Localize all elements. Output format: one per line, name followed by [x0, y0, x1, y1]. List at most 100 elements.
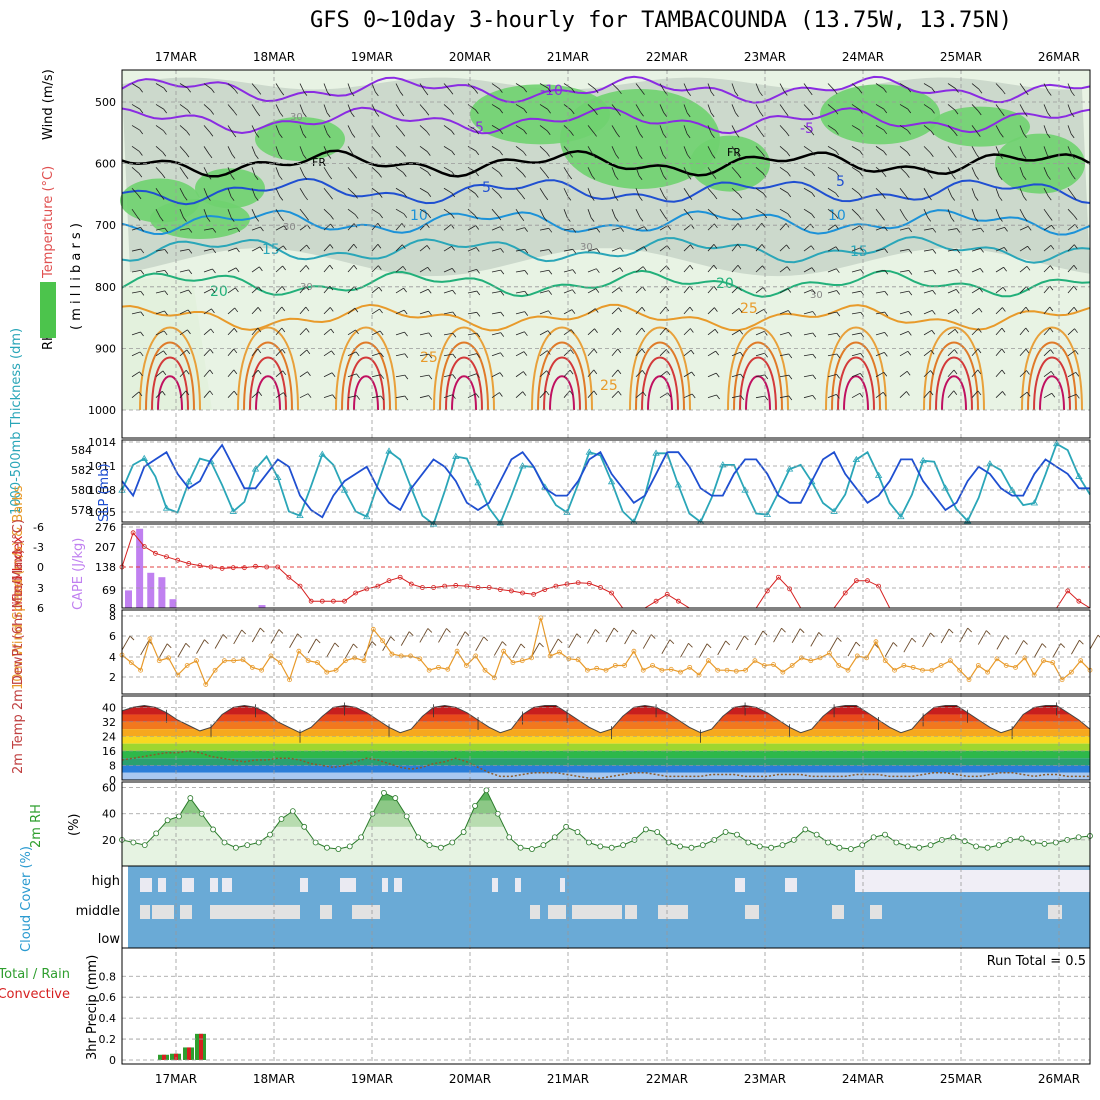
wind-barb — [683, 125, 688, 134]
wind-barb-flag — [522, 173, 526, 178]
wind-barb-flag — [687, 154, 691, 159]
wind-barb — [851, 373, 861, 378]
wind-barb — [587, 83, 596, 90]
wind-barb — [707, 264, 715, 273]
wind-barb-flag — [326, 133, 331, 139]
wind-barb-flag — [139, 371, 143, 377]
wind-barb — [203, 146, 210, 155]
wind-barb — [923, 290, 933, 294]
wind-barb — [755, 166, 764, 174]
lifted-index-point — [342, 598, 347, 604]
wind-barb — [131, 104, 140, 110]
wind-barb — [707, 285, 715, 294]
wind-barb-flag — [953, 131, 958, 137]
wind-barb-flag — [570, 109, 575, 115]
wind-barb — [923, 349, 932, 357]
wind-barb-flag — [858, 193, 863, 198]
wind-barb — [731, 167, 739, 175]
rh-point — [358, 834, 365, 841]
wind-barb-flag — [662, 133, 667, 139]
cloud-high-block — [560, 878, 565, 892]
wind-barb-flag — [353, 243, 358, 249]
wind-barb — [755, 125, 762, 134]
surface-wind-barb-flag — [315, 638, 321, 644]
wind-barb — [371, 330, 381, 336]
wind-barb — [683, 285, 691, 294]
wind-barb — [755, 146, 763, 154]
wind-barb-flag — [283, 245, 287, 251]
wind-barb-flag — [689, 265, 694, 270]
wind-barb-flag — [714, 223, 718, 229]
wind-speed-point — [482, 667, 488, 673]
wind-barb-flag — [739, 214, 743, 219]
wind-barb — [491, 208, 499, 217]
lifted-index-point — [453, 583, 459, 588]
wind-barb-flag — [254, 196, 259, 201]
wind-barb — [875, 187, 883, 195]
wind-barb — [443, 353, 453, 357]
wind-barb — [347, 286, 355, 294]
wind-barb-flag — [354, 194, 358, 199]
rh-point — [1041, 840, 1048, 847]
thickness-point — [785, 465, 794, 472]
wind-barb-flag — [666, 245, 671, 250]
wind-barb-flag — [689, 306, 694, 312]
wind-barb — [995, 307, 1003, 315]
wind-barb — [419, 395, 429, 399]
rh-point — [312, 839, 319, 846]
surface-temp-loop — [255, 375, 281, 411]
cloud-ylabel-group: Cloud Cover (%) — [19, 846, 34, 952]
temp-axis-label: 2m Temp 2m DewPt (6hr Min/Max) (°C) — [11, 519, 26, 774]
wind-barb — [731, 146, 738, 155]
wind-barb — [1043, 83, 1049, 92]
surface-temp-loop — [451, 375, 477, 411]
wind-barb-flag — [953, 153, 957, 158]
surface-wind-barb-flag — [166, 643, 172, 649]
temp-band — [122, 721, 1090, 730]
wind-barb-flag — [596, 248, 600, 253]
wind-barb-flag — [590, 196, 595, 201]
wind-barb — [323, 328, 332, 336]
wind-barb-flag — [1046, 154, 1051, 160]
wind-barb — [275, 327, 283, 336]
wind-barb-flag — [330, 328, 335, 334]
wind-barb — [275, 225, 285, 231]
wind-barb-flag — [1002, 391, 1006, 396]
wind-speed-point — [529, 655, 534, 661]
wind-barb — [131, 371, 140, 378]
precip-tick: 0 — [109, 1054, 116, 1067]
rh-tick: 40 — [102, 808, 116, 821]
wind-barb-flag — [451, 192, 456, 198]
wind-barb — [491, 83, 500, 89]
wind-barb — [995, 327, 1003, 336]
wind-barb — [1043, 285, 1051, 294]
wind-barb — [1067, 104, 1072, 114]
wind-barb — [251, 104, 258, 113]
wind-barb — [899, 370, 908, 378]
wind-barb-flag — [906, 371, 911, 376]
wind-speed-point — [966, 677, 972, 683]
wind-barb — [203, 125, 211, 133]
wind-barb-flag — [403, 192, 407, 198]
wind-barb — [875, 291, 885, 294]
wind-barb — [563, 146, 570, 154]
wind-barb — [947, 228, 957, 231]
wind-barb — [1067, 393, 1077, 399]
wind-barb-flag — [931, 330, 936, 335]
wind-barb — [251, 83, 259, 91]
rh-area-light — [122, 790, 1090, 866]
rh-point — [836, 844, 843, 851]
wind-barb-flag — [1074, 350, 1079, 355]
wind-barb — [251, 246, 261, 252]
wind-barb — [803, 208, 812, 215]
wind-barb-flag — [570, 329, 575, 334]
wind-barb-flag — [476, 312, 481, 317]
wind-barb-flag — [953, 369, 958, 375]
wind-barb — [1019, 245, 1028, 252]
wind-barb — [971, 307, 980, 315]
wind-barb — [155, 83, 164, 89]
wind-barb-flag — [376, 132, 381, 138]
cloud-mid-block — [152, 905, 174, 919]
wind-barb-flag — [206, 217, 211, 222]
rh-point — [403, 813, 410, 820]
